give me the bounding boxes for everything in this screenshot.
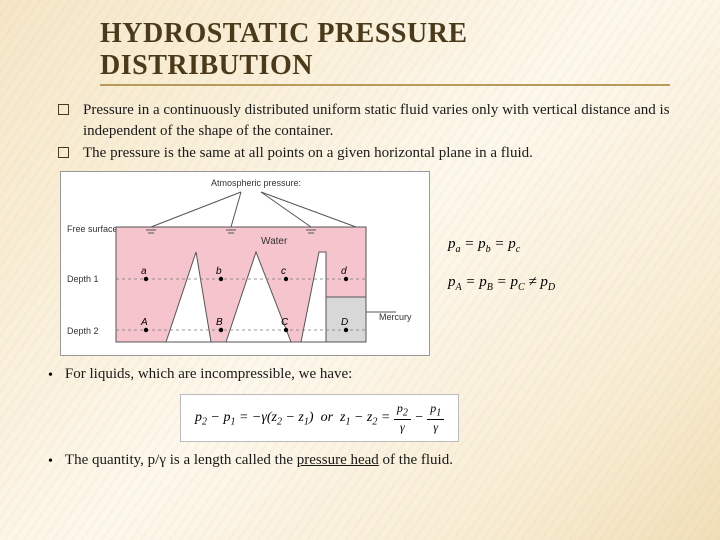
square-bullet-icon [58,147,69,158]
pressure-head-line: The quantity, p/γ is a length called the… [65,452,453,469]
dot-bullet-icon: • [48,368,53,384]
bullet-text-1: Pressure in a continuously distributed u… [83,100,680,141]
hydrostatic-figure: Free surface Depth 1 Depth 2 Atmospheric… [60,171,430,356]
svg-text:c: c [281,266,286,277]
formula-box: p2 − p1 = −γ(z2 − z1) or z1 − z2 = p2γ −… [180,394,459,441]
svg-text:b: b [216,266,222,277]
svg-text:B: B [216,317,223,328]
depth2-label: Depth 2 [67,326,99,336]
svg-text:d: d [341,266,347,277]
water-label: Water [261,236,288,247]
free-surface-label: Free surface [67,224,118,234]
mercury-label: Mercury [379,312,412,322]
square-bullet-icon [58,104,69,115]
equation-row2: pA = pB = pC ≠ pD [448,264,555,302]
liquid-line: For liquids, which are incompressible, w… [65,366,352,383]
bullet-text-2: The pressure is the same at all points o… [83,143,533,163]
side-equations: pa = pb = pc pA = pB = pC ≠ pD [448,226,555,301]
equation-row1: pa = pb = pc [448,226,555,264]
svg-text:C: C [281,317,289,328]
svg-text:A: A [140,317,148,328]
square-bullet-list: Pressure in a continuously distributed u… [58,100,680,163]
slide-title: HYDROSTATIC PRESSURE DISTRIBUTION [100,18,670,86]
dot-bullet-icon: • [48,454,53,470]
atm-label: Atmospheric pressure: [211,178,301,188]
svg-text:a: a [141,266,147,277]
depth1-label: Depth 1 [67,274,99,284]
svg-text:D: D [341,317,348,328]
